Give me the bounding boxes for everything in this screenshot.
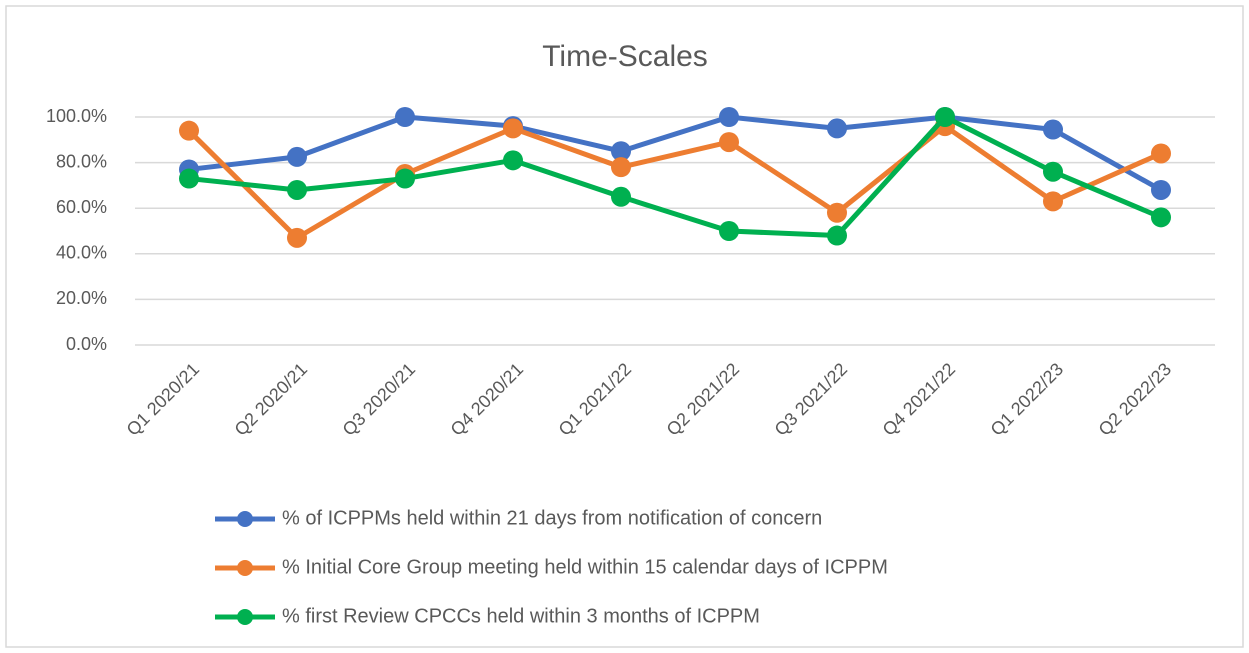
data-point (611, 186, 631, 207)
data-point (827, 202, 847, 223)
data-point (1151, 207, 1171, 228)
y-tick-label: 0.0% (66, 334, 107, 354)
legend-label: % of ICPPMs held within 21 days from not… (282, 507, 822, 529)
legend-marker (237, 511, 253, 527)
data-point (1151, 179, 1171, 200)
data-point (1043, 161, 1063, 182)
series-line (188, 114, 1162, 239)
data-point (611, 141, 631, 162)
data-point (611, 157, 631, 178)
data-point (719, 107, 739, 127)
data-point (1151, 143, 1171, 164)
data-point (827, 225, 847, 246)
chart-title: Time-Scales (542, 40, 708, 73)
y-tick-label: 100.0% (46, 106, 107, 126)
y-tick-label: 80.0% (56, 151, 107, 171)
series-line (187, 123, 1163, 241)
series-line (188, 114, 1163, 193)
y-tick-label: 20.0% (56, 288, 107, 308)
data-point (395, 107, 415, 127)
data-point (719, 221, 739, 241)
legend-marker (237, 609, 253, 625)
data-point (179, 120, 199, 141)
y-tick-label: 60.0% (56, 197, 107, 217)
chart-border (5, 5, 1244, 648)
data-point (935, 107, 955, 127)
data-point (287, 227, 307, 248)
legend-label: % Initial Core Group meeting held within… (282, 556, 888, 578)
data-point (395, 168, 415, 189)
y-tick-label: 40.0% (56, 243, 107, 263)
data-point (1043, 119, 1063, 140)
legend-marker (237, 560, 253, 576)
data-point (503, 118, 523, 139)
data-point (1043, 191, 1063, 212)
data-point (827, 118, 847, 139)
legend-label: % first Review CPCCs held within 3 month… (282, 605, 760, 627)
data-point (287, 146, 307, 167)
data-point (719, 132, 739, 153)
data-point (287, 179, 307, 200)
data-point (179, 168, 199, 189)
data-point (503, 150, 523, 171)
